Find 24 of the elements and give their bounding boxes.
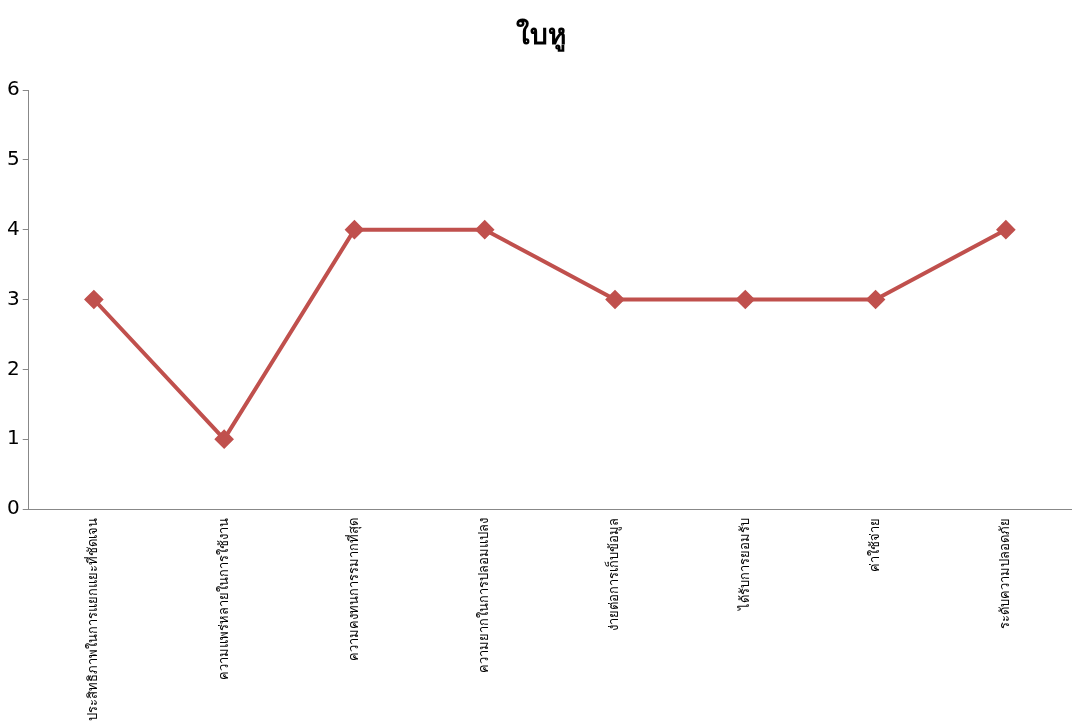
y-tick-label: 1 xyxy=(6,425,20,450)
x-tick-label: ค่าใช้จ่าย xyxy=(866,518,882,572)
point xyxy=(996,220,1015,239)
point xyxy=(736,290,755,309)
x-tick-label: ได้รับการยอมรับ xyxy=(736,518,752,611)
x-tick-label: ง่ายต่อการเก็บข้อมูล xyxy=(604,518,623,631)
x-tick-label: ความยากในการปลอมแปลง xyxy=(476,518,492,673)
chart-title: ใบหู xyxy=(515,17,567,54)
point xyxy=(866,290,885,309)
point xyxy=(84,290,103,309)
y-tick-label: 2 xyxy=(6,355,20,380)
y-tick-label: 4 xyxy=(6,215,20,240)
point xyxy=(475,220,494,239)
y-tick-label: 6 xyxy=(6,76,20,101)
x-tick-label: ประสิทธิภาพในการแยกแยะที่ชัดเจน xyxy=(84,518,101,721)
point xyxy=(215,430,234,449)
point xyxy=(345,220,364,239)
y-tick-label: 5 xyxy=(6,146,20,171)
x-tick-label: ความคงทนการรมากที่สุด xyxy=(344,518,362,661)
y-tick-label: 0 xyxy=(6,495,20,520)
y-tick-label: 3 xyxy=(6,285,20,310)
point xyxy=(606,290,625,309)
x-tick-label: ระดับความปลอดภัย xyxy=(997,518,1013,629)
x-tick-label: ความแพร่หลายในการใช้งาน xyxy=(215,518,231,680)
